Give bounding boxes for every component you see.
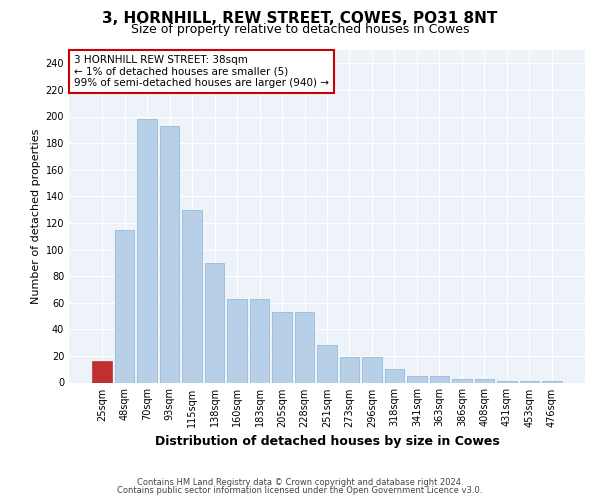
Bar (497, 381, 517, 382)
Bar (430, 376, 449, 382)
Bar (520, 381, 539, 382)
Bar (475, 378, 494, 382)
Text: Contains public sector information licensed under the Open Government Licence v3: Contains public sector information licen… (118, 486, 482, 495)
Bar (137, 119, 157, 382)
Bar (362, 357, 382, 382)
Bar (182, 210, 202, 382)
Text: Contains HM Land Registry data © Crown copyright and database right 2024.: Contains HM Land Registry data © Crown c… (137, 478, 463, 487)
Bar (92, 361, 112, 382)
Bar (385, 369, 404, 382)
Y-axis label: Number of detached properties: Number of detached properties (31, 128, 41, 304)
Bar (272, 312, 292, 382)
Bar (317, 346, 337, 383)
Text: 3 HORNHILL REW STREET: 38sqm
← 1% of detached houses are smaller (5)
99% of semi: 3 HORNHILL REW STREET: 38sqm ← 1% of det… (74, 55, 329, 88)
Bar (407, 376, 427, 382)
Bar (227, 298, 247, 382)
Text: 3, HORNHILL, REW STREET, COWES, PO31 8NT: 3, HORNHILL, REW STREET, COWES, PO31 8NT (103, 11, 497, 26)
Bar (542, 381, 562, 382)
Bar (115, 230, 134, 382)
Bar (250, 298, 269, 382)
Bar (452, 378, 472, 382)
Text: Size of property relative to detached houses in Cowes: Size of property relative to detached ho… (131, 22, 469, 36)
Bar (205, 263, 224, 382)
Bar (295, 312, 314, 382)
Bar (160, 126, 179, 382)
Bar (340, 357, 359, 382)
X-axis label: Distribution of detached houses by size in Cowes: Distribution of detached houses by size … (155, 435, 499, 448)
